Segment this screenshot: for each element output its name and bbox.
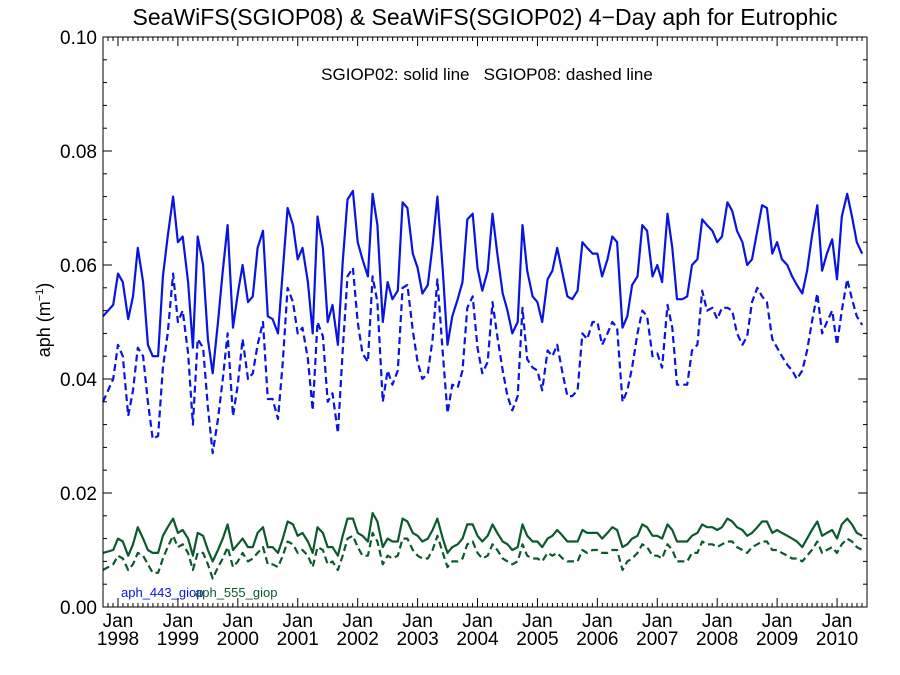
x-tick-year-label: 2005	[516, 629, 558, 650]
x-tick-year-label: 2006	[576, 629, 618, 650]
x-tick-month-label: Jan	[462, 611, 493, 632]
x-tick-year-label: 2010	[816, 629, 858, 650]
x-tick-month-label: Jan	[282, 611, 313, 632]
x-tick-month-label: Jan	[822, 611, 853, 632]
x-tick-year-label: 2009	[756, 629, 798, 650]
x-tick-month-label: Jan	[582, 611, 613, 632]
x-tick-month-label: Jan	[163, 611, 194, 632]
x-tick-year-label: 1999	[157, 629, 199, 650]
y-tick-label: 0.04	[60, 370, 97, 391]
legend-entry-aph-555: aph_555_giop	[195, 585, 277, 600]
series-line-aph-555-giop-dashed	[102, 531, 863, 580]
series-line-aph-555-giop-solid	[102, 511, 863, 563]
plot-frame	[102, 36, 868, 608]
y-tick-label: 0.02	[60, 484, 97, 505]
x-tick-month-label: Jan	[642, 611, 673, 632]
legend: aph_443_giop aph_555_giop	[121, 585, 277, 600]
x-tick-year-label: 2008	[696, 629, 738, 650]
x-tick-month-label: Jan	[342, 611, 373, 632]
x-tick-year-label: 1998	[97, 629, 139, 650]
x-tick-year-label: 2003	[396, 629, 438, 650]
x-tick-month-label: Jan	[702, 611, 733, 632]
y-tick-label: 0.00	[60, 598, 97, 619]
x-tick-year-label: 2000	[217, 629, 259, 650]
series-line-aph-443-giop-dashed	[101, 266, 864, 455]
legend-entry-aph-443: aph_443_giop	[121, 585, 203, 600]
x-tick-year-label: 2001	[277, 629, 319, 650]
x-tick-month-label: Jan	[762, 611, 793, 632]
x-tick-year-label: 2007	[636, 629, 678, 650]
y-axis-label-close: )	[34, 283, 54, 289]
svg-text:aph (m−1): aph (m−1)	[34, 283, 54, 358]
chart-title: SeaWiFS(SGIOP08) & SeaWiFS(SGIOP02) 4−Da…	[133, 4, 838, 30]
y-axis-label-text: aph (m	[34, 301, 54, 357]
x-tick-year-label: 2004	[456, 629, 499, 650]
x-tick-month-label: Jan	[223, 611, 254, 632]
line-style-annotation: SGIOP02: solid line SGIOP08: dashed line	[321, 65, 653, 84]
y-tick-label: 0.06	[60, 256, 97, 277]
y-tick-label: 0.10	[60, 28, 97, 49]
y-axis-label-exponent: −1	[34, 289, 46, 302]
x-tick-year-label: 2002	[337, 629, 379, 650]
y-axis-label: aph (m−1)	[34, 283, 54, 358]
x-tick-month-label: Jan	[103, 611, 134, 632]
series-line-aph-443-giop-solid	[102, 189, 864, 375]
plot-area: 0.000.020.040.060.080.10Jan1998Jan1999Ja…	[60, 28, 868, 650]
x-tick-month-label: Jan	[522, 611, 553, 632]
x-tick-month-label: Jan	[402, 611, 433, 632]
y-tick-label: 0.08	[60, 142, 97, 163]
